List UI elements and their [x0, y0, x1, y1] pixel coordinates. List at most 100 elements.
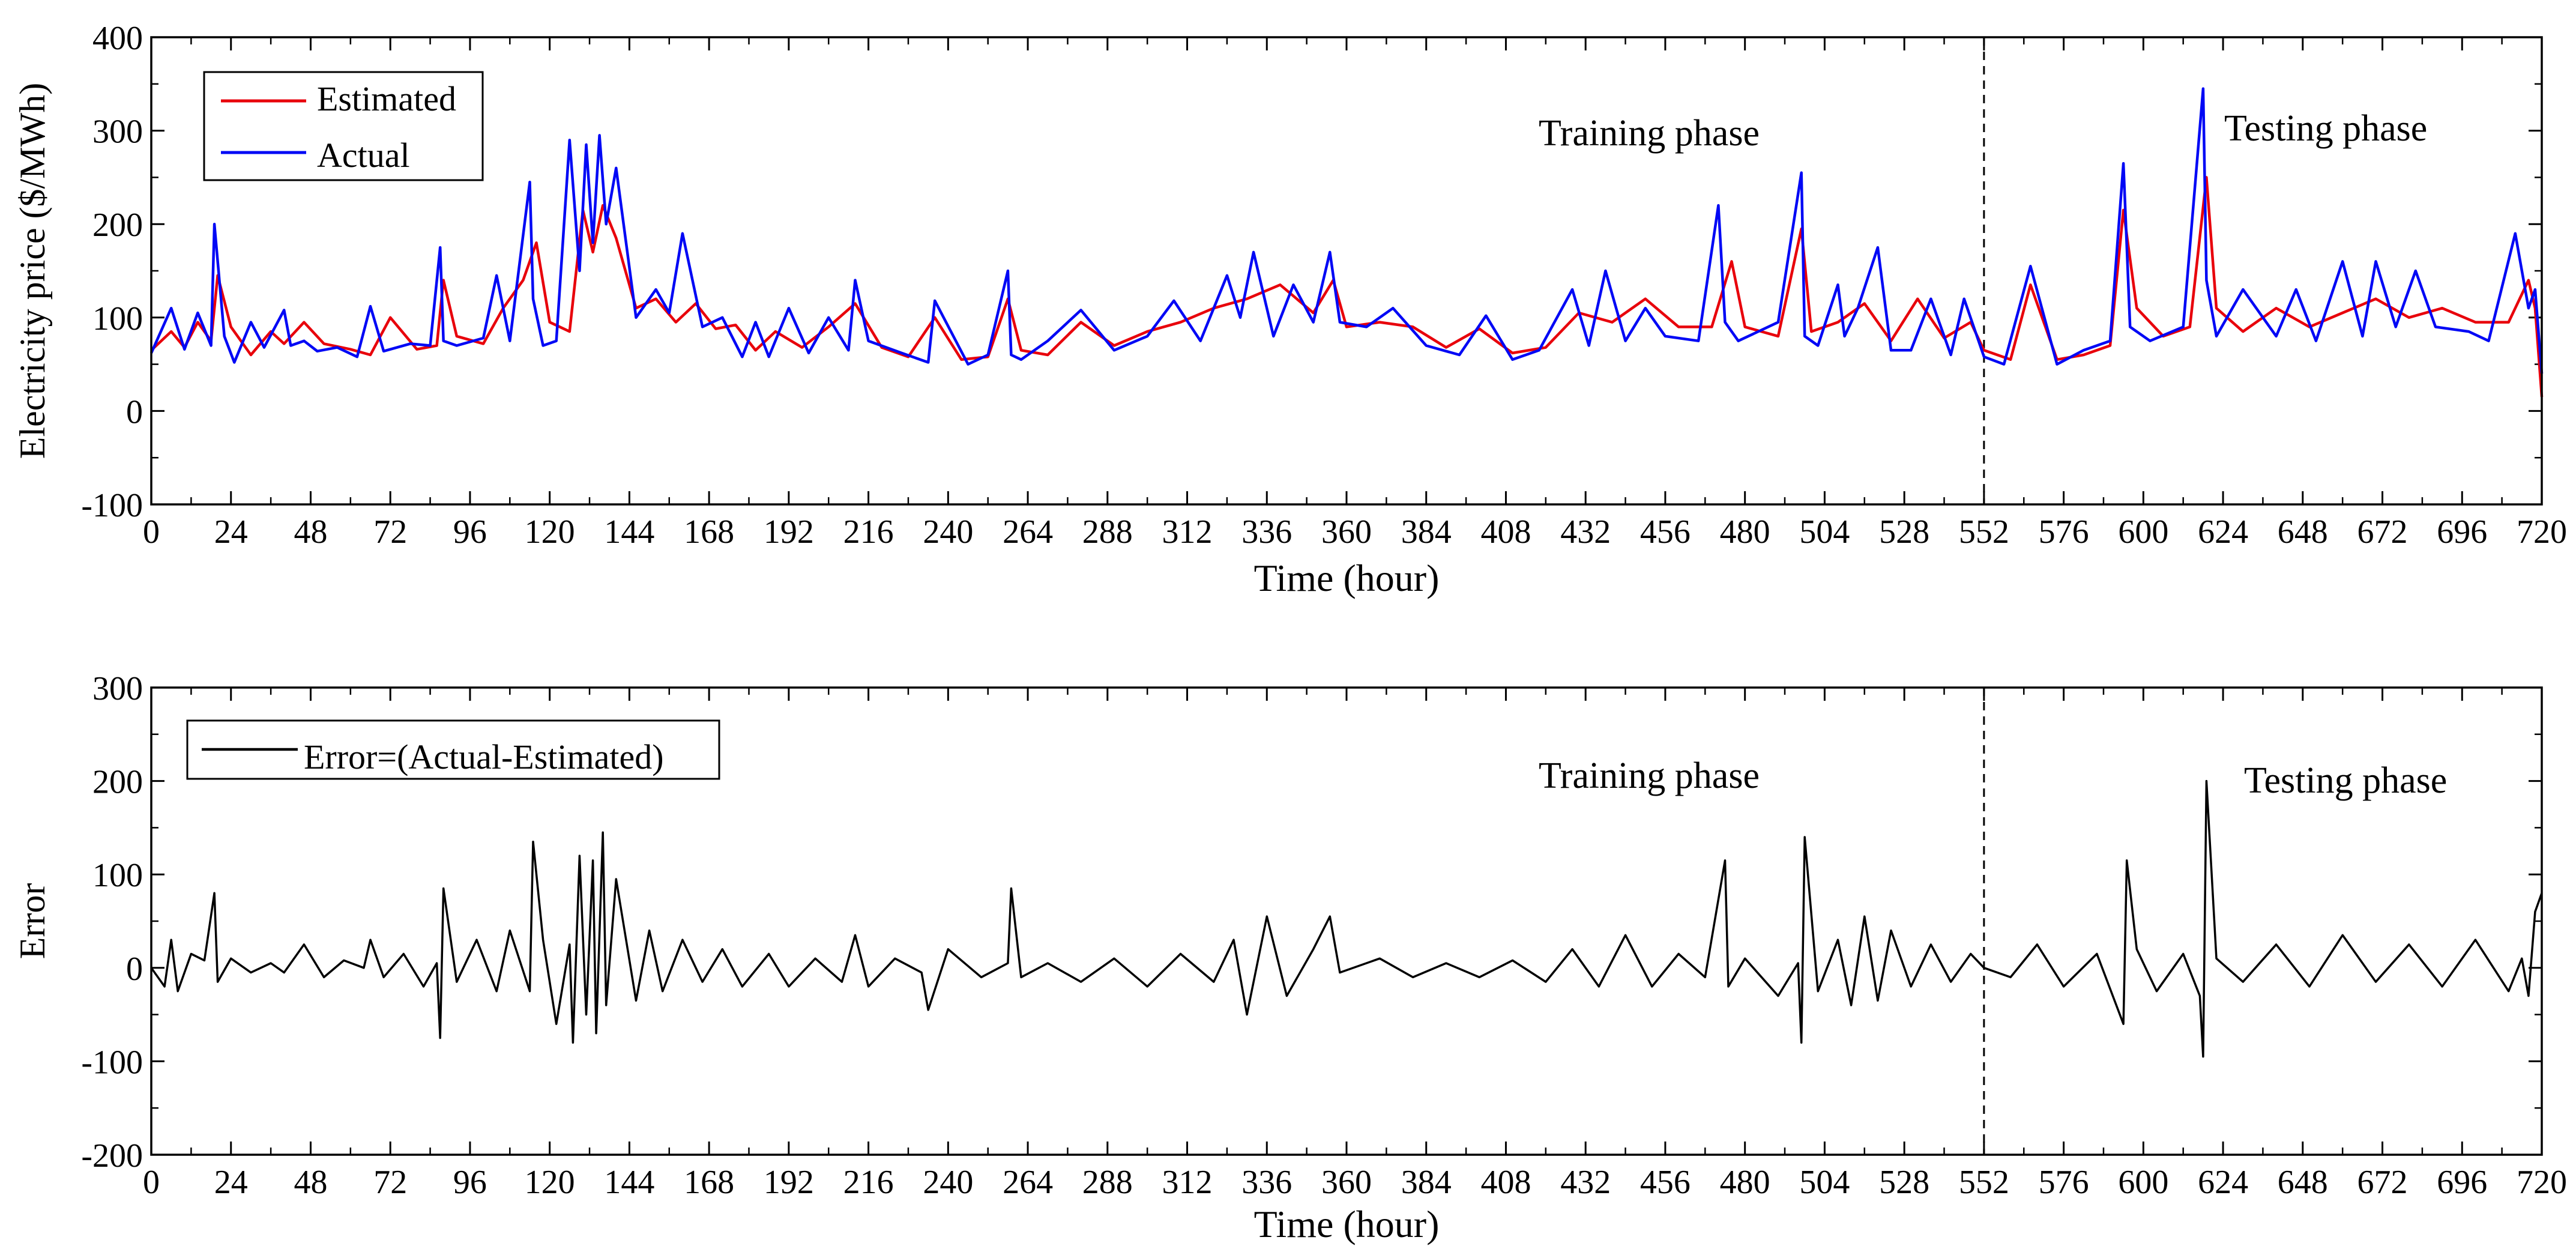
error-y-tick-label: 0 [126, 951, 143, 988]
error-x-tick-label: 408 [1480, 1164, 1531, 1201]
estimated-price-line [150, 176, 2544, 398]
price-chart-plot-area [150, 36, 2543, 506]
price-x-tick-label: 24 [214, 513, 248, 551]
price-y-tick-label: 400 [92, 20, 143, 57]
error-x-tick-label: 384 [1401, 1164, 1452, 1201]
price-x-tick-label: 192 [764, 513, 814, 551]
price-x-tick-label: 504 [1799, 513, 1850, 551]
price-x-tick-label: 672 [2357, 513, 2408, 551]
error-chart-x-tick-labels: 0 24 48 72 96 120 144 168 192 216 240 264 288 312 336 3… [143, 1164, 2567, 1201]
error-x-tick-label: 288 [1082, 1164, 1133, 1201]
price-x-tick-label: 168 [684, 513, 734, 551]
error-x-tick-label: 672 [2357, 1164, 2408, 1201]
price-x-tick-label: 0 [143, 513, 160, 551]
error-y-tick-label: 300 [92, 670, 143, 707]
error-x-tick-label: 312 [1162, 1164, 1213, 1201]
price-x-tick-label: 480 [1720, 513, 1770, 551]
price-x-tick-label: 624 [2198, 513, 2248, 551]
error-chart-series [150, 779, 2543, 1058]
training-phase-annotation: Training phase [1539, 113, 1760, 154]
error-x-tick-label: 648 [2278, 1164, 2328, 1201]
price-y-tick-label: 300 [92, 113, 143, 151]
error-x-tick-label: 240 [923, 1164, 973, 1201]
error-x-tick-label: 720 [2517, 1164, 2567, 1201]
error-chart: 0 24 48 72 96 120 144 168 192 216 240 264 288 312 336 3… [13, 670, 2567, 1245]
error-x-tick-label: 624 [2198, 1164, 2248, 1201]
error-x-tick-label: 528 [1879, 1164, 1929, 1201]
price-y-tick-label: -100 [81, 487, 143, 524]
training-phase-annotation: Training phase [1539, 755, 1760, 796]
error-x-tick-label: 0 [143, 1164, 160, 1201]
error-chart-plot-area [150, 686, 2543, 1156]
price-x-tick-label: 648 [2278, 513, 2328, 551]
error-x-tick-label: 600 [2118, 1164, 2168, 1201]
error-x-tick-label: 72 [373, 1164, 407, 1201]
price-chart-x-axis-label: Time (hour) [1254, 557, 1440, 599]
price-x-tick-label: 312 [1162, 513, 1213, 551]
error-y-tick-label: 200 [92, 764, 143, 801]
error-x-tick-label: 480 [1720, 1164, 1770, 1201]
error-x-tick-label: 120 [525, 1164, 575, 1201]
price-x-tick-label: 432 [1560, 513, 1611, 551]
price-x-tick-label: 552 [1959, 513, 2009, 551]
error-x-tick-label: 576 [2039, 1164, 2089, 1201]
price-y-tick-label: 0 [126, 393, 143, 431]
price-y-tick-label: 100 [92, 300, 143, 337]
price-x-tick-label: 216 [843, 513, 894, 551]
error-x-tick-label: 216 [843, 1164, 894, 1201]
price-chart-ticks [150, 36, 2543, 506]
error-line [150, 779, 2543, 1058]
error-x-tick-label: 168 [684, 1164, 734, 1201]
price-x-tick-label: 696 [2437, 513, 2487, 551]
price-x-tick-label: 264 [1003, 513, 1053, 551]
error-x-tick-label: 144 [604, 1164, 654, 1201]
price-x-tick-label: 240 [923, 513, 973, 551]
price-x-tick-label: 144 [604, 513, 654, 551]
legend-box [203, 71, 484, 181]
legend-estimated-label: Estimated [317, 79, 456, 118]
error-x-tick-label: 456 [1640, 1164, 1691, 1201]
error-x-tick-label: 696 [2437, 1164, 2487, 1201]
price-chart-x-tick-labels: 0 24 48 72 96 120 144 168 192 216 240 264 288 312 336 3… [143, 513, 2567, 551]
price-x-tick-label: 288 [1082, 513, 1133, 551]
price-chart-legend: Estimated Actual [203, 71, 484, 181]
legend-actual-label: Actual [317, 136, 410, 175]
price-x-tick-label: 72 [373, 513, 407, 551]
error-x-tick-label: 432 [1560, 1164, 1611, 1201]
error-x-tick-label: 96 [453, 1164, 487, 1201]
price-x-tick-label: 720 [2517, 513, 2567, 551]
error-x-tick-label: 552 [1959, 1164, 2009, 1201]
error-y-tick-label: 100 [92, 857, 143, 894]
error-chart-y-tick-labels: -200 -100 0 100 200 300 [81, 670, 143, 1175]
price-x-tick-label: 96 [453, 513, 487, 551]
actual-price-line [149, 87, 2544, 374]
error-chart-x-axis-label: Time (hour) [1254, 1203, 1440, 1245]
error-chart-y-axis-label: Error [13, 883, 52, 960]
price-chart-y-tick-labels: -100 0 100 200 300 400 [81, 20, 143, 524]
price-x-tick-label: 384 [1401, 513, 1452, 551]
price-chart-y-axis-label: Electricity price ($/MWh) [13, 83, 52, 459]
price-x-tick-label: 528 [1879, 513, 1929, 551]
price-chart: 0 24 48 72 96 120 144 168 192 216 240 264 288 312 336 3… [13, 20, 2567, 599]
price-x-tick-label: 360 [1321, 513, 1372, 551]
error-x-tick-label: 192 [764, 1164, 814, 1201]
price-x-tick-label: 600 [2118, 513, 2168, 551]
price-x-tick-label: 408 [1480, 513, 1531, 551]
error-x-tick-label: 264 [1003, 1164, 1053, 1201]
price-x-tick-label: 120 [525, 513, 575, 551]
legend-error-label: Error=(Actual-Estimated) [304, 737, 664, 776]
price-y-tick-label: 200 [92, 207, 143, 244]
price-chart-series [149, 87, 2544, 398]
error-x-tick-label: 24 [214, 1164, 248, 1201]
error-y-tick-label: -100 [81, 1044, 143, 1081]
testing-phase-annotation: Testing phase [2224, 108, 2427, 149]
price-x-tick-label: 576 [2039, 513, 2089, 551]
error-x-tick-label: 336 [1241, 1164, 1292, 1201]
error-chart-legend: Error=(Actual-Estimated) [186, 719, 720, 780]
error-y-tick-label: -200 [81, 1137, 143, 1175]
error-x-tick-label: 360 [1321, 1164, 1372, 1201]
testing-phase-annotation: Testing phase [2244, 760, 2447, 801]
error-x-tick-label: 48 [294, 1164, 327, 1201]
price-x-tick-label: 48 [294, 513, 327, 551]
